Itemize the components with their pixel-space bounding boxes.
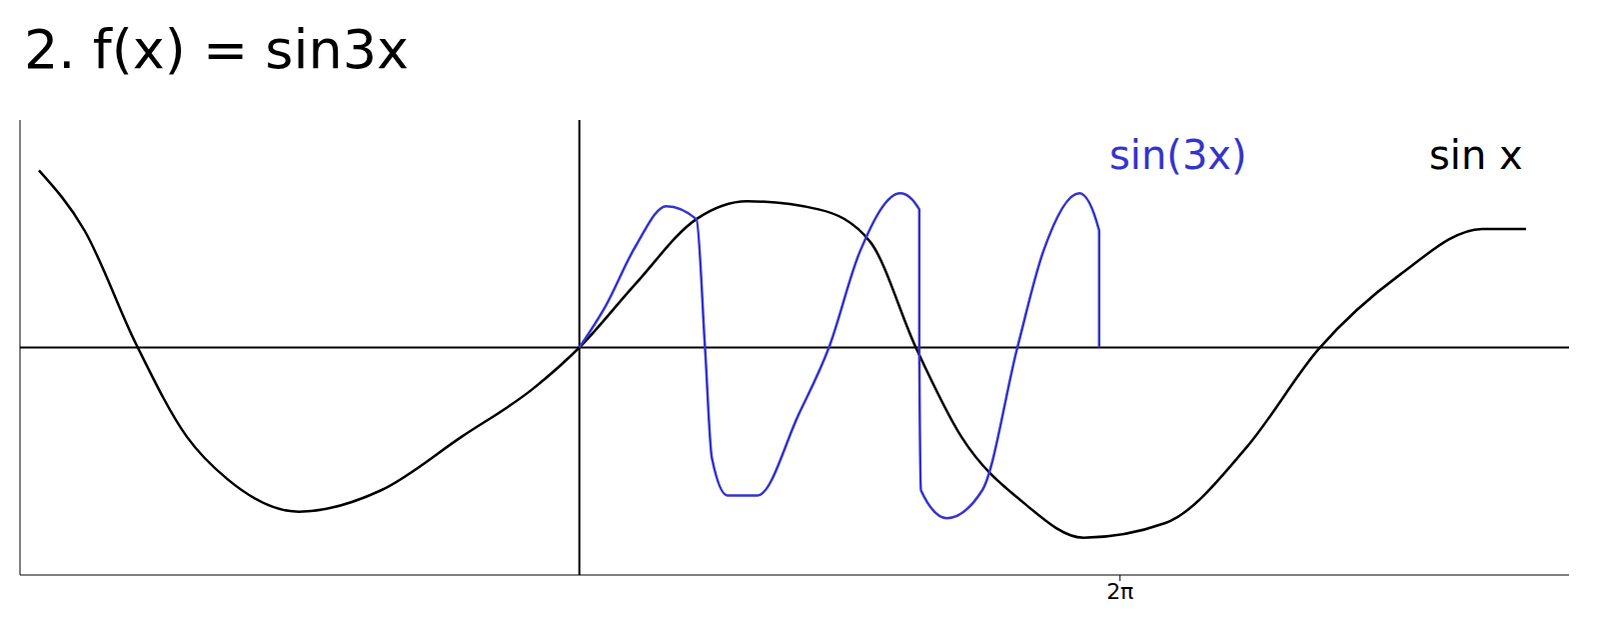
svg-text:2π: 2π	[1106, 578, 1134, 604]
html-text:sin(3x): sin(3x)	[1109, 131, 1247, 178]
html-text:sin x: sin x	[1429, 131, 1523, 178]
html-text:2. f(x) = sin3x: 2. f(x) = sin3x	[23, 17, 409, 81]
